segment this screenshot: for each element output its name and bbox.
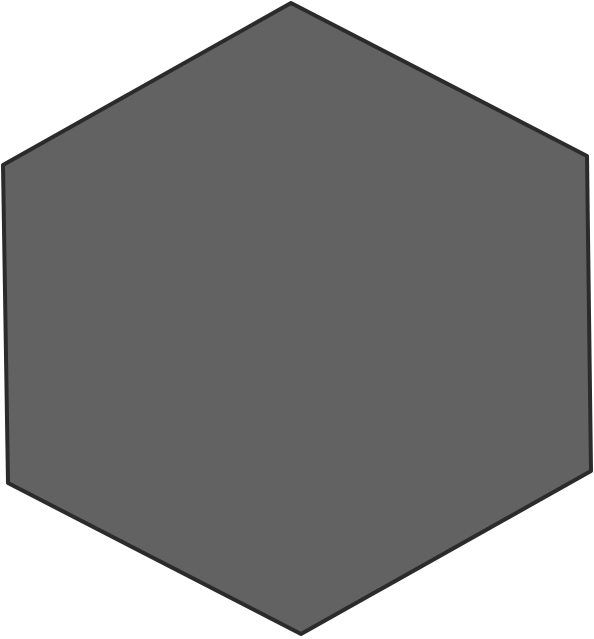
hexagon-shape [1, 1, 593, 636]
hexagon-diagram [1, 1, 593, 636]
diagram-canvas [1, 1, 593, 636]
